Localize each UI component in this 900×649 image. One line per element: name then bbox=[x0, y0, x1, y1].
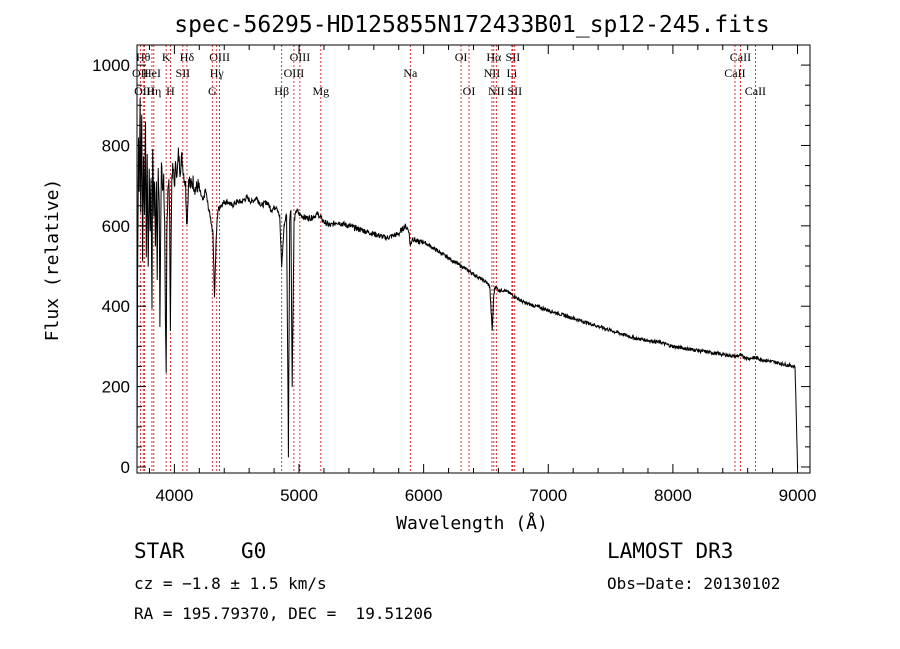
x-tick-label-4: 8000 bbox=[654, 486, 692, 505]
x-tick-label-0: 4000 bbox=[155, 486, 193, 505]
y-axis: 0 200 400 600 800 1000 bbox=[92, 56, 810, 477]
y-tick-label-4: 800 bbox=[102, 136, 130, 155]
x-tick-label-5: 9000 bbox=[779, 486, 817, 505]
marker-label-9: OIII bbox=[209, 50, 230, 64]
object-class: STAR bbox=[134, 539, 185, 563]
marker-label-18: OI bbox=[463, 84, 476, 98]
object-subclass: G0 bbox=[241, 539, 267, 563]
y-axis-label: Flux (relative) bbox=[42, 179, 63, 342]
x-tick-label-2: 6000 bbox=[405, 486, 443, 505]
marker-label-5: K bbox=[162, 50, 171, 64]
marker-label-10: Hγ bbox=[210, 66, 225, 80]
marker-label-12: Hβ bbox=[274, 84, 289, 98]
x-tick-label-1: 5000 bbox=[280, 486, 318, 505]
y-tick-label-0: 0 bbox=[121, 458, 130, 477]
marker-label-16: Na bbox=[403, 66, 418, 80]
redshift-velocity: cz = −1.8 ± 1.5 km/s bbox=[134, 574, 327, 593]
marker-label-25: CaII bbox=[730, 50, 751, 64]
plot-frame bbox=[136, 44, 811, 474]
marker-label-13: OIII bbox=[290, 50, 311, 64]
marker-label-2: OIII bbox=[134, 84, 155, 98]
spectrum-line bbox=[136, 98, 799, 468]
survey-name: LAMOST DR3 bbox=[607, 539, 734, 563]
x-axis: 4000 5000 6000 7000 8000 9000 bbox=[148, 45, 817, 505]
chart-title: spec-56295-HD125855N172433B01_sp12-245.f… bbox=[174, 12, 769, 38]
marker-label-22: SII bbox=[506, 50, 521, 64]
marker-label-15: Mg bbox=[312, 84, 329, 98]
x-tick-label-3: 7000 bbox=[529, 486, 567, 505]
sky-coordinates: RA = 195.79370, DEC = 19.51206 bbox=[134, 604, 433, 623]
marker-label-20: NII bbox=[484, 66, 501, 80]
y-tick-label-1: 200 bbox=[102, 378, 130, 397]
marker-label-26: CaII bbox=[724, 66, 745, 80]
marker-label-23: Li bbox=[507, 66, 518, 80]
marker-label-1: Hθ bbox=[136, 50, 151, 64]
marker-label-8: Hδ bbox=[180, 50, 195, 64]
marker-label-7: H bbox=[166, 84, 175, 98]
y-tick-label-3: 600 bbox=[102, 217, 130, 236]
marker-label-24: SII bbox=[507, 84, 522, 98]
marker-label-19: Hα bbox=[486, 50, 502, 64]
marker-label-6: SII bbox=[176, 66, 191, 80]
observation-date: Obs−Date: 20130102 bbox=[607, 574, 781, 593]
marker-label-11: G bbox=[208, 84, 217, 98]
spectrum-series bbox=[136, 98, 799, 468]
y-tick-label-2: 400 bbox=[102, 297, 130, 316]
x-axis-label: Wavelength (Å) bbox=[396, 512, 548, 534]
marker-label-14: OIII bbox=[284, 66, 305, 80]
marker-label-27: CaII bbox=[745, 84, 766, 98]
marker-label-17: OI bbox=[455, 50, 468, 64]
marker-label-21: NII bbox=[488, 84, 505, 98]
marker-label-3: Hη bbox=[146, 84, 161, 98]
y-tick-label-5: 1000 bbox=[92, 56, 130, 75]
marker-label-4: HeI bbox=[143, 66, 161, 80]
